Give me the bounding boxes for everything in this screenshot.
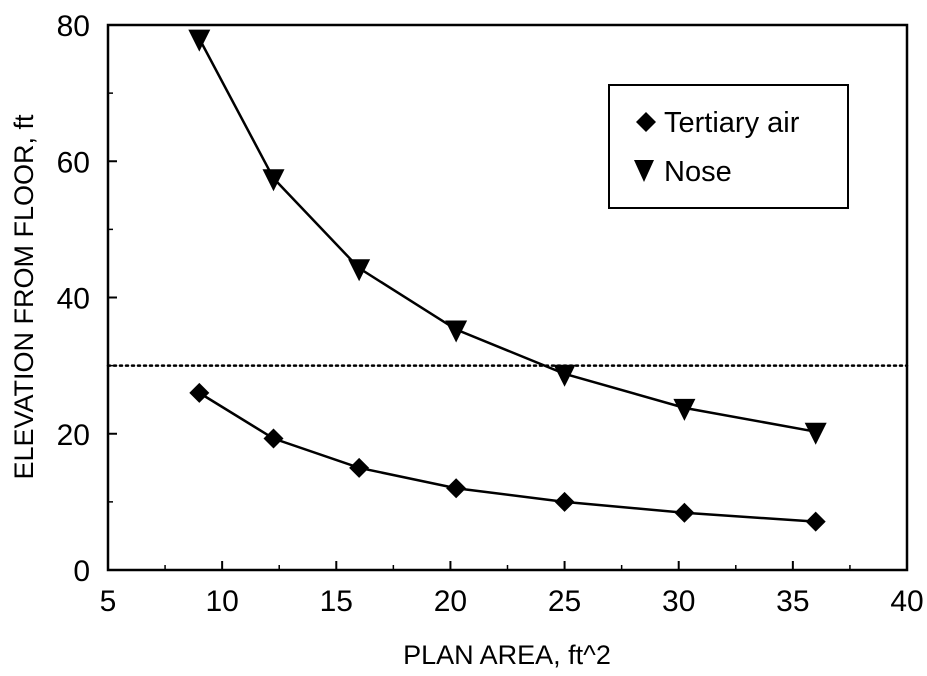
x-tick-label: 35 (776, 585, 809, 618)
y-tick-label: 20 (57, 419, 90, 452)
legend-marker-tertiary-air (636, 112, 656, 132)
y-tick-labels: 0 20 40 60 80 (57, 10, 90, 588)
legend-label-nose: Nose (664, 156, 732, 188)
data-point-tertiary-air (805, 511, 826, 532)
data-point-nose (445, 320, 468, 343)
y-axis-title: ELEVATION FROM FLOOR, ft (9, 114, 39, 480)
x-tick-labels: 5 10 15 20 25 30 35 40 (100, 585, 924, 618)
data-point-tertiary-air (674, 502, 695, 523)
y-tick-label: 80 (57, 10, 90, 43)
x-tick-label: 5 (100, 585, 117, 618)
legend-box (608, 84, 849, 209)
data-point-tertiary-air (189, 382, 210, 403)
data-point-tertiary-air (349, 457, 370, 478)
data-point-nose (553, 364, 576, 387)
y-tick-label: 60 (57, 146, 90, 179)
data-point-nose (262, 169, 285, 192)
data-point-nose (188, 29, 211, 52)
series-group (188, 29, 827, 532)
legend-marker-nose (634, 160, 654, 182)
x-tick-label: 20 (434, 585, 467, 618)
x-tick-label: 30 (662, 585, 695, 618)
data-point-tertiary-air (554, 491, 575, 512)
data-point-nose (804, 422, 827, 445)
y-tick-label: 40 (57, 283, 90, 316)
x-tick-label: 40 (890, 585, 923, 618)
x-tick-label: 25 (548, 585, 581, 618)
data-point-nose (348, 259, 371, 282)
x-tick-label: 10 (205, 585, 238, 618)
x-tick-label: 15 (320, 585, 353, 618)
series-line-tertiary-air (198, 391, 816, 523)
data-point-tertiary-air (446, 478, 467, 499)
x-axis-title: PLAN AREA, ft^2 (403, 640, 611, 670)
legend: Tertiary air Nose (608, 84, 849, 209)
y-tick-label: 0 (73, 555, 90, 588)
data-point-nose (673, 398, 696, 421)
data-point-tertiary-air (263, 428, 284, 449)
legend-label-tertiary-air: Tertiary air (664, 107, 800, 139)
